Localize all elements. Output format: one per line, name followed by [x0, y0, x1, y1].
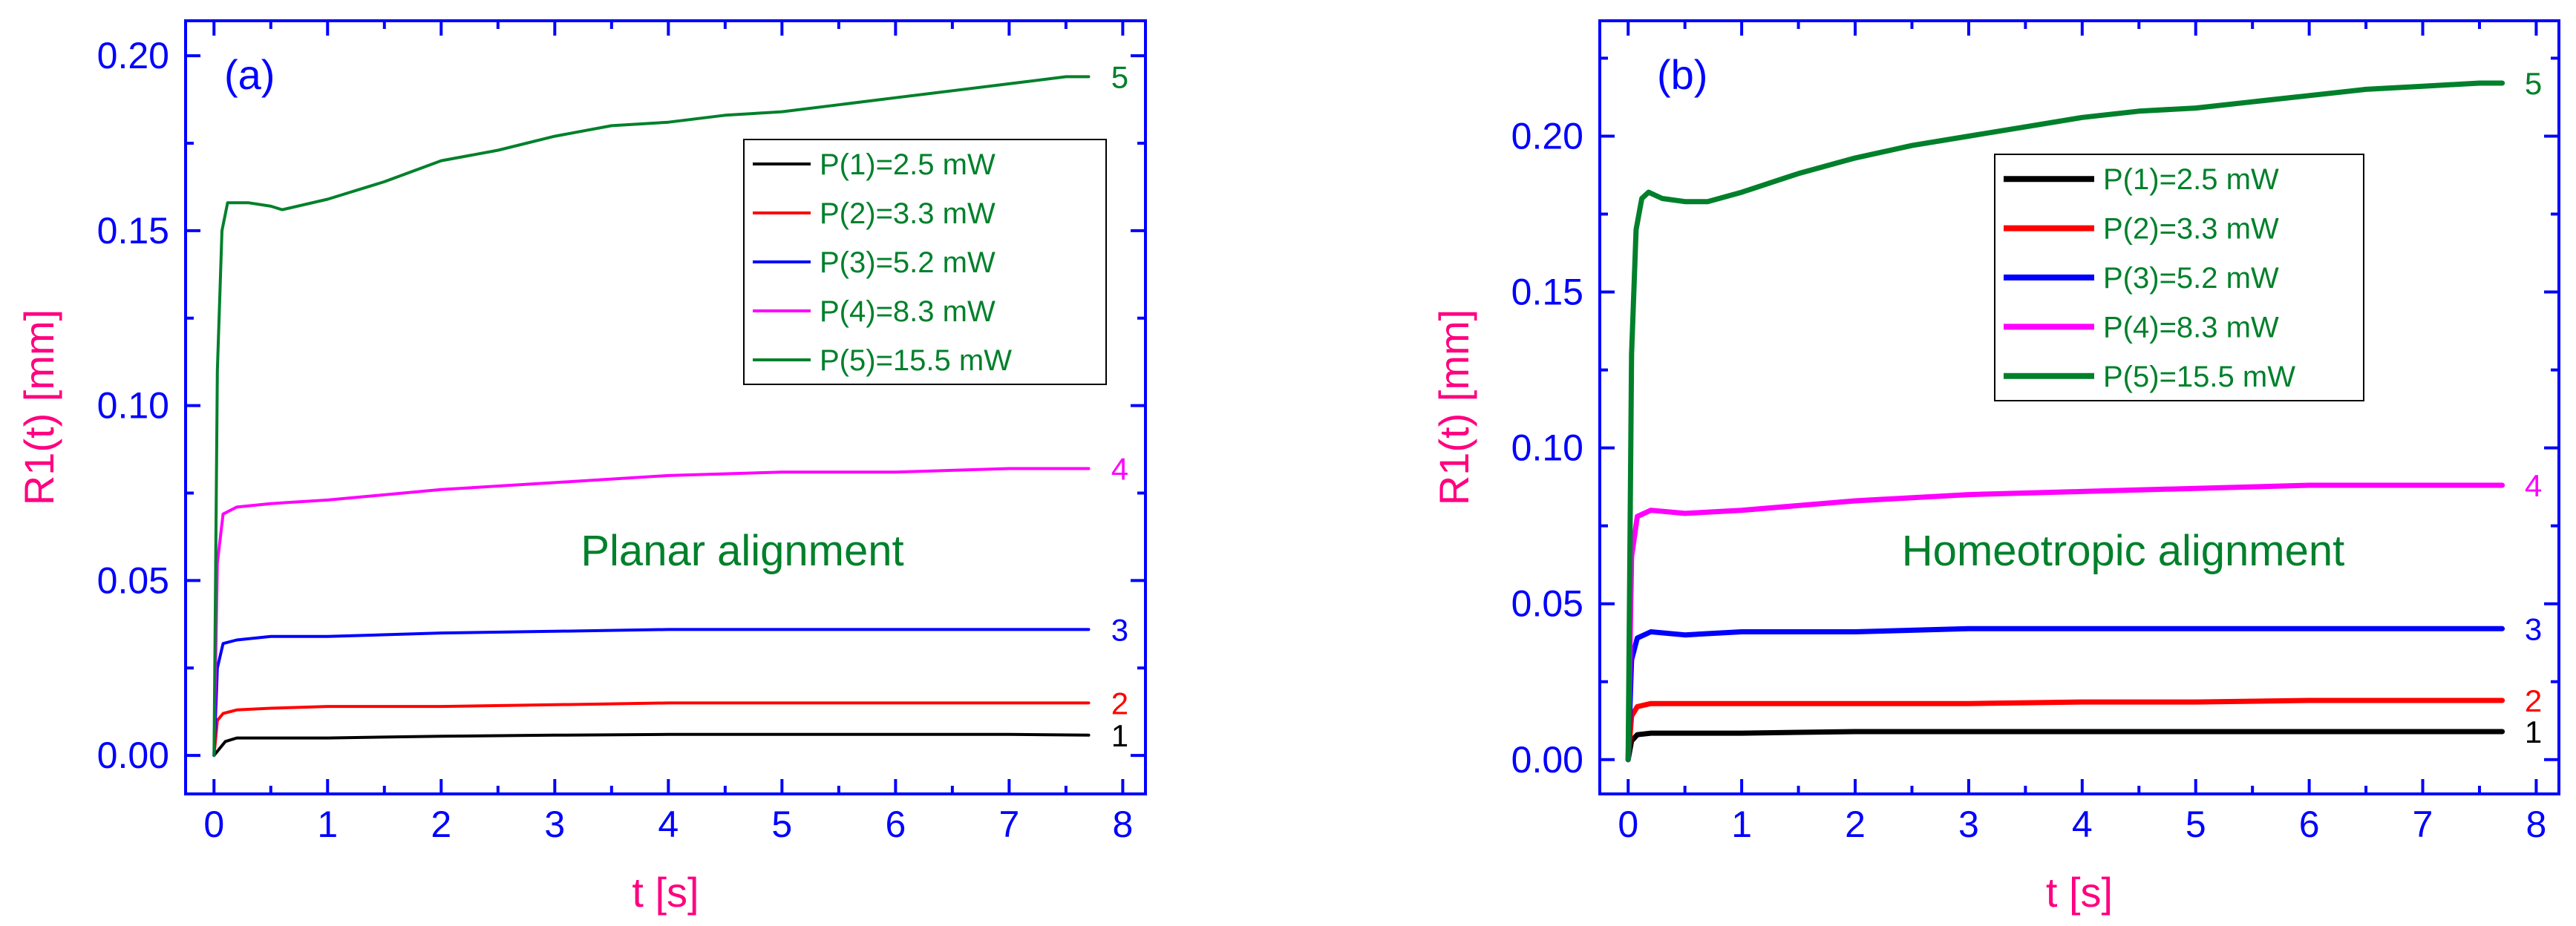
series-line-2 [1625, 697, 2505, 763]
series-line-3 [212, 628, 1091, 758]
y-tick-label: 0.20 [97, 35, 169, 76]
plot-frame [1598, 19, 2560, 795]
series-end-label-2: 2 [2525, 683, 2542, 718]
alignment-annotation: Homeotropic alignment [1902, 527, 2344, 575]
series-end-label-3: 3 [2525, 611, 2542, 646]
legend: P(1)=2.5 mW P(2)=3.3 mW P(3)=5.2 mW P(4)=8.… [743, 139, 1107, 385]
y-tick-label: 0.05 [1511, 583, 1583, 625]
x-tick-label: 0 [1618, 804, 1638, 845]
series-end-label-4: 4 [2525, 468, 2542, 503]
x-tick-label: 1 [317, 804, 338, 845]
x-axis-label: t [s] [2046, 869, 2113, 916]
series-end-label-1: 1 [1111, 718, 1128, 753]
series-end-label-5: 5 [2525, 66, 2542, 101]
x-tick-label: 6 [2299, 804, 2320, 845]
legend-entry-3: P(3)=5.2 mW [2103, 262, 2279, 295]
legend-entry-2: P(2)=3.3 mW [2103, 213, 2279, 246]
legend: P(1)=2.5 mW P(2)=3.3 mW P(3)=5.2 mW P(4)=8.… [1994, 154, 2364, 401]
legend-entry-5: P(5)=15.5 mW [820, 344, 1012, 377]
legend-entry-5: P(5)=15.5 mW [2103, 361, 2295, 393]
y-tick-label: 0.00 [97, 735, 169, 776]
y-tick-label: 0.20 [1511, 115, 1583, 157]
x-tick-label: 8 [1112, 804, 1133, 845]
x-tick-label: 3 [544, 804, 565, 845]
x-axis-label: t [s] [632, 869, 699, 916]
series-end-label-2: 2 [1111, 686, 1128, 720]
y-tick-label: 0.15 [1511, 272, 1583, 313]
series-line-2 [212, 701, 1091, 758]
legend-entry-1: P(1)=2.5 mW [820, 148, 996, 181]
panel-label: (a) [224, 51, 275, 98]
series-line-1 [212, 732, 1091, 758]
series-line-4 [1625, 482, 2505, 763]
x-tick-label: 7 [2413, 804, 2433, 845]
y-axis-label: R1(t) [mm] [16, 309, 62, 505]
panel-label: (b) [1657, 51, 1707, 98]
alignment-annotation: Planar alignment [581, 527, 903, 575]
series-end-label-3: 3 [1111, 612, 1128, 647]
x-tick-label: 2 [431, 804, 451, 845]
y-tick-label: 0.10 [1511, 427, 1583, 469]
x-tick-label: 0 [203, 804, 224, 845]
legend-entry-3: P(3)=5.2 mW [820, 246, 996, 279]
y-tick-label: 0.10 [97, 385, 169, 427]
x-tick-label: 6 [885, 804, 906, 845]
series-end-label-4: 4 [1111, 452, 1128, 487]
x-tick-label: 4 [658, 804, 679, 845]
x-tick-label: 2 [1845, 804, 1866, 845]
plot-frame [184, 19, 1147, 795]
series-line-4 [212, 467, 1091, 758]
x-tick-label: 5 [771, 804, 792, 845]
x-tick-label: 5 [2186, 804, 2206, 845]
x-tick-label: 8 [2526, 804, 2547, 845]
legend-entry-1: P(1)=2.5 mW [2103, 163, 2279, 196]
series-end-label-1: 1 [2525, 715, 2542, 749]
x-tick-label: 1 [1731, 804, 1752, 845]
x-tick-label: 4 [2072, 804, 2093, 845]
series-line-3 [1625, 625, 2505, 763]
x-tick-label: 7 [998, 804, 1019, 845]
y-tick-label: 0.00 [1511, 739, 1583, 781]
y-tick-label: 0.05 [97, 559, 169, 601]
y-axis-label: R1(t) [mm] [1431, 309, 1477, 505]
legend-entry-4: P(4)=8.3 mW [820, 295, 996, 328]
x-tick-label: 3 [1958, 804, 1979, 845]
series-end-label-5: 5 [1111, 59, 1128, 94]
y-tick-label: 0.15 [97, 210, 169, 252]
series-line-5 [212, 75, 1091, 758]
series-line-5 [1625, 80, 2505, 763]
legend-entry-2: P(2)=3.3 mW [820, 197, 996, 230]
series-line-1 [1625, 729, 2505, 763]
legend-entry-4: P(4)=8.3 mW [2103, 311, 2279, 344]
